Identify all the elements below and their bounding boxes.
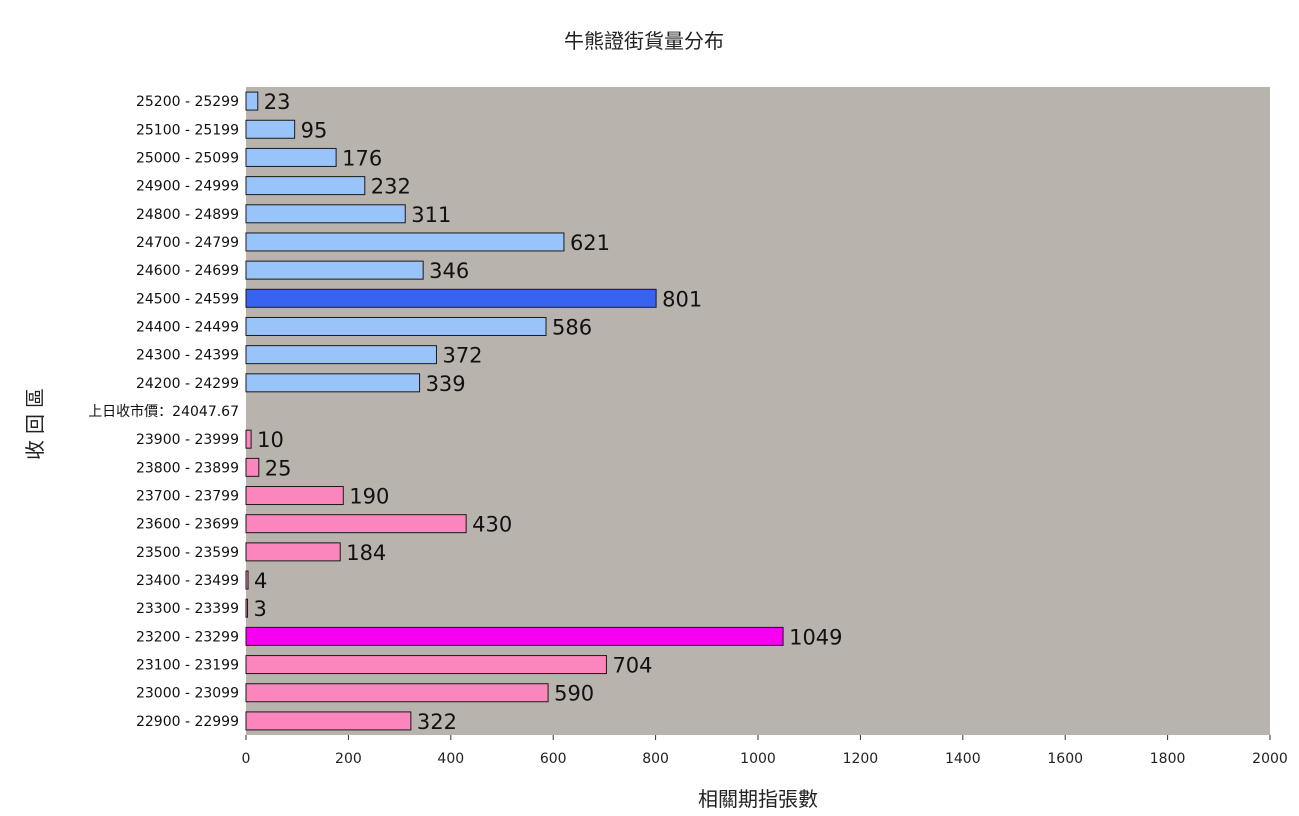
- x-tick-label: 1200: [843, 751, 879, 767]
- bear-bar: [245, 711, 412, 731]
- labels-layer: 25200 - 25299 23 25100 - 25199 95 25000 - 25…: [88, 90, 842, 734]
- bear-bar: [245, 486, 344, 506]
- data-label: 1049: [789, 625, 842, 649]
- category-label: 23600 - 23699: [136, 517, 239, 533]
- data-label: 25: [265, 456, 292, 480]
- category-label: 24800 - 24899: [136, 207, 239, 223]
- bear-bar: [245, 542, 341, 562]
- data-label: 322: [417, 710, 457, 734]
- category-label: 23300 - 23399: [136, 601, 239, 617]
- data-label: 621: [570, 231, 610, 255]
- category-label: 24700 - 24799: [136, 235, 239, 251]
- category-label: 23900 - 23999: [136, 432, 239, 448]
- bull-bar: [245, 91, 259, 111]
- bear-bar: [245, 598, 249, 618]
- bull-bar: [245, 316, 547, 336]
- category-label: 24400 - 24499: [136, 319, 239, 335]
- bull-bar: [245, 147, 337, 167]
- x-tick-label: 200: [335, 751, 362, 767]
- x-tick-label: 0: [242, 751, 251, 767]
- y-axis-title: 收回區: [23, 382, 47, 460]
- bull-bar: [245, 345, 437, 365]
- bull-bar: [245, 176, 366, 196]
- data-label: 3: [254, 597, 267, 621]
- data-label: 23: [264, 90, 291, 114]
- bear-bar: [245, 683, 549, 703]
- category-label: 24600 - 24699: [136, 263, 239, 279]
- category-label: 23500 - 23599: [136, 545, 239, 561]
- data-label: 190: [349, 485, 389, 509]
- category-label: 25100 - 25199: [136, 122, 239, 138]
- category-label: 23400 - 23499: [136, 573, 239, 589]
- x-axis-title: 相關期指張數: [698, 787, 818, 811]
- x-tick-label: 1800: [1150, 751, 1186, 767]
- x-tick-label: 2000: [1252, 751, 1288, 767]
- data-label: 184: [346, 541, 386, 565]
- x-tick-label: 600: [540, 751, 567, 767]
- bear-bar: [245, 570, 249, 590]
- previous-close-label: 上日收市價：24047.67: [88, 403, 239, 420]
- category-label: 23700 - 23799: [136, 489, 239, 505]
- x-tick-label: 1000: [740, 751, 776, 767]
- bull-bar: [245, 288, 657, 308]
- x-tick-label: 800: [642, 751, 669, 767]
- bear-bar: [245, 514, 467, 534]
- bull-bar: [245, 373, 421, 393]
- data-label: 704: [612, 654, 652, 678]
- category-label: 23100 - 23199: [136, 658, 239, 674]
- category-label: 24300 - 24399: [136, 348, 239, 364]
- category-label: 23800 - 23899: [136, 460, 239, 476]
- category-label: 23000 - 23099: [136, 686, 239, 702]
- chart-title: 牛熊證街貨量分布: [564, 29, 724, 53]
- bear-bar: [245, 457, 260, 477]
- data-label: 590: [554, 682, 594, 706]
- data-label: 430: [472, 513, 512, 537]
- category-label: 24200 - 24299: [136, 376, 239, 392]
- bull-bar: [245, 119, 296, 139]
- bear-bar: [245, 429, 252, 449]
- category-label: 25000 - 25099: [136, 150, 239, 166]
- data-label: 4: [254, 569, 267, 593]
- category-label: 23200 - 23299: [136, 629, 239, 645]
- bars-layer: [245, 91, 784, 731]
- category-label: 24500 - 24599: [136, 291, 239, 307]
- data-label: 346: [429, 259, 469, 283]
- data-label: 586: [552, 315, 592, 339]
- data-label: 232: [371, 175, 411, 199]
- x-tick-label: 400: [437, 751, 464, 767]
- bull-bar: [245, 232, 565, 252]
- bear-bar: [245, 655, 607, 675]
- bear-bar: [245, 626, 784, 646]
- data-label: 176: [342, 146, 382, 170]
- data-label: 372: [442, 344, 482, 368]
- x-tick-label: 1400: [945, 751, 981, 767]
- category-label: 25200 - 25299: [136, 94, 239, 110]
- bull-bar: [245, 204, 406, 224]
- data-label: 801: [662, 287, 702, 311]
- data-label: 95: [301, 118, 328, 142]
- x-axis-ticks: 0 200 400 600 800 1000 1200 1400 1600 1800 2000: [242, 735, 1288, 767]
- bull-bar: [245, 260, 424, 280]
- category-label: 24900 - 24999: [136, 179, 239, 195]
- category-label: 22900 - 22999: [136, 714, 239, 730]
- data-label: 311: [411, 203, 451, 227]
- data-label: 10: [257, 428, 284, 452]
- x-tick-label: 1600: [1047, 751, 1083, 767]
- data-label: 339: [426, 372, 466, 396]
